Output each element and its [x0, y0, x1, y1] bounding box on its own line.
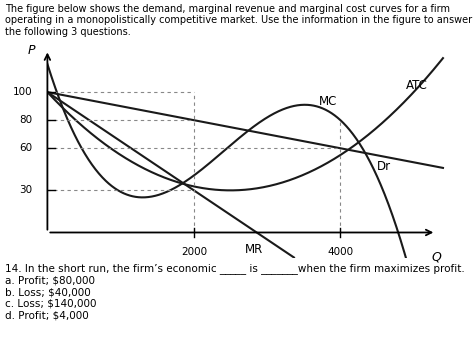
Text: ATC: ATC [406, 78, 428, 92]
Text: 2000: 2000 [181, 247, 207, 257]
Text: Q: Q [431, 251, 441, 264]
Text: Dr: Dr [377, 160, 391, 173]
Text: 60: 60 [19, 143, 33, 153]
Text: MR: MR [245, 243, 264, 256]
Text: 80: 80 [19, 115, 33, 125]
Text: The figure below shows the demand, marginal revenue and marginal cost curves for: The figure below shows the demand, margi… [5, 4, 472, 37]
Text: 100: 100 [13, 87, 33, 97]
Text: 4000: 4000 [328, 247, 354, 257]
Text: 14. In the short run, the firm’s economic _____ is _______when the firm maximize: 14. In the short run, the firm’s economi… [5, 263, 465, 320]
Text: 30: 30 [19, 185, 33, 195]
Text: MC: MC [319, 96, 337, 108]
Text: P: P [27, 44, 35, 57]
